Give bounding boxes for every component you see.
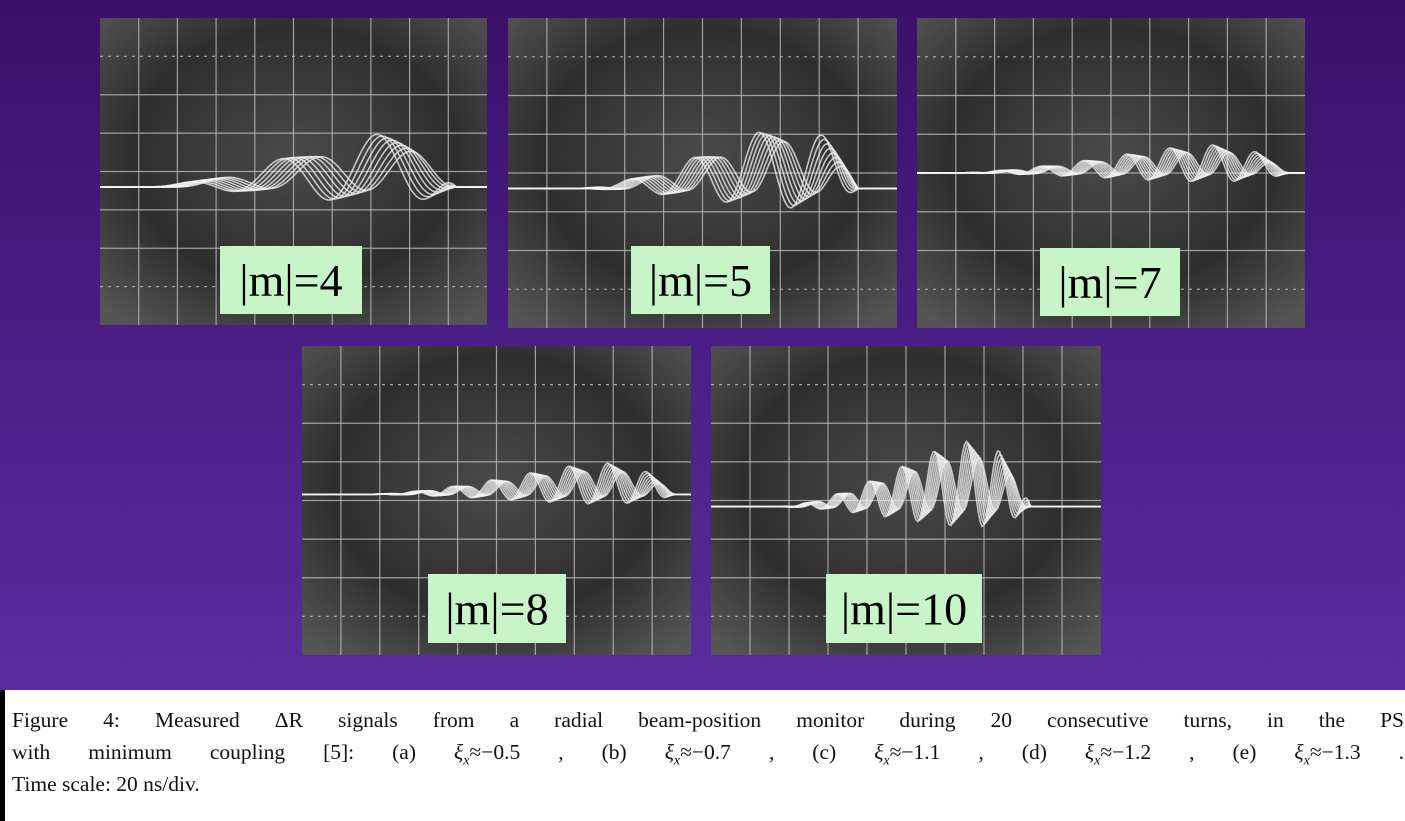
math-relation: ≈−1.1	[889, 740, 941, 764]
panel-label: |m|=10	[841, 584, 967, 635]
caption-text: , (e)	[1189, 740, 1257, 764]
label-box	[428, 574, 566, 643]
label-box	[631, 246, 770, 314]
math-symbol: ξ	[664, 740, 674, 764]
caption-text: , (d)	[978, 740, 1047, 764]
scope-panel: |m|=7	[917, 18, 1305, 328]
math-relation: ≈−1.2	[1100, 740, 1152, 764]
trace	[302, 462, 691, 505]
math-relation: ≈−1.3	[1309, 740, 1361, 764]
math: ξx≈−1.3	[1294, 740, 1361, 768]
trace	[100, 133, 487, 201]
panel-label: |m|=8	[445, 584, 548, 635]
scope-panel: |m|=5	[508, 18, 897, 328]
caption: Figure 4: Measured ΔR signals from a rad…	[12, 704, 1404, 800]
math: ξx≈−1.2	[1084, 740, 1152, 768]
panel-label: |m|=4	[239, 255, 342, 306]
caption-text: Time scale: 20 ns/div.	[12, 772, 200, 796]
label-box	[1040, 248, 1180, 316]
math-relation: ≈−0.7	[680, 740, 731, 764]
math-symbol: ξ	[1084, 740, 1095, 764]
math-symbol: ξ	[453, 740, 464, 764]
math-symbol: ξ	[874, 740, 884, 764]
math-subscript: x	[883, 753, 890, 768]
panel-label: |m|=5	[649, 255, 752, 306]
slide: |m|=4 |m|=5 |m|=7 |m|=8 |m|=10	[0, 0, 1405, 690]
caption-text: .	[1398, 740, 1404, 764]
caption-line: Figure 4: Measured ΔR signals from a rad…	[12, 704, 1404, 736]
figure: |m|=4 |m|=5 |m|=7 |m|=8 |m|=10	[100, 18, 1305, 655]
math-subscript: x	[673, 753, 681, 768]
scope-panel: |m|=10	[711, 346, 1101, 655]
caption-text: , (b)	[558, 740, 627, 764]
caption-text: with minimum coupling [5]: (a)	[12, 740, 416, 764]
trace	[917, 144, 1305, 183]
math-subscript: x	[1303, 753, 1310, 768]
label-box	[826, 574, 982, 643]
trace	[711, 439, 1101, 528]
panel-label: |m|=7	[1058, 257, 1161, 308]
math-relation: ≈−0.5	[469, 740, 521, 764]
math: ξx≈−1.1	[874, 740, 941, 768]
scope-panel: |m|=4	[100, 18, 487, 325]
caption-line: Time scale: 20 ns/div.	[12, 768, 1404, 800]
math-symbol: ξ	[1294, 740, 1304, 764]
caption-text: , (c)	[768, 740, 837, 764]
scope-panel: |m|=8	[302, 346, 691, 655]
caption-line: with minimum coupling [5]: (a) ξx≈−0.5 ,…	[12, 736, 1404, 768]
caption-bar	[0, 690, 5, 821]
math-subscript: x	[1094, 753, 1101, 768]
label-box	[220, 246, 362, 314]
trace	[508, 131, 897, 209]
math: ξx≈−0.7	[664, 740, 731, 768]
caption-text: Figure 4: Measured ΔR signals from a rad…	[12, 708, 1404, 732]
math-subscript: x	[463, 753, 470, 768]
math: ξx≈−0.5	[453, 740, 521, 768]
